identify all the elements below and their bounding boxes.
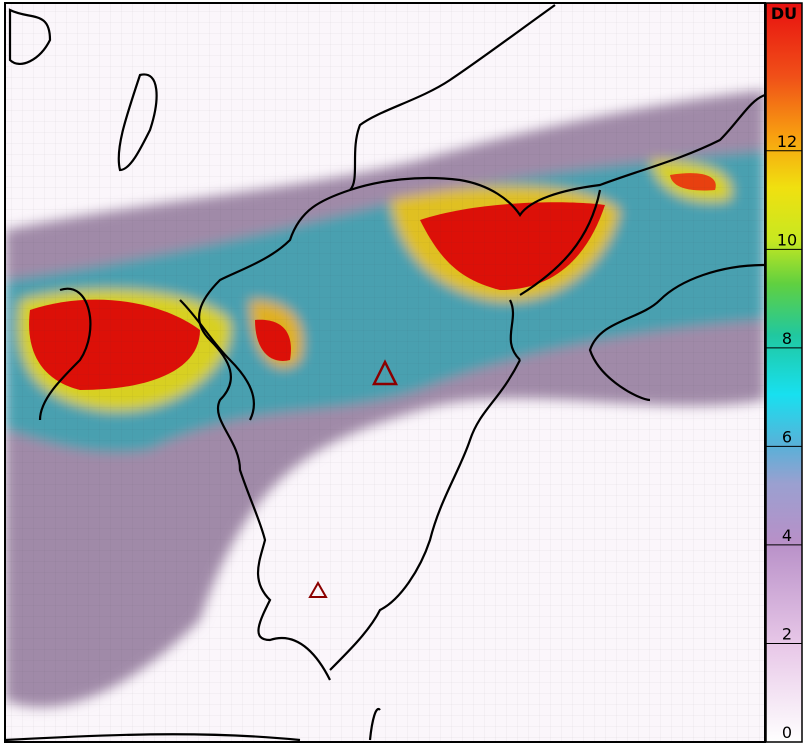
plume [5,3,765,742]
colorbar-tick-label: 6 [782,427,792,446]
colorbar-tick-label: 2 [782,624,792,643]
colorbar-tick-label: 8 [782,329,792,348]
colorbar-tick-label: 0 [782,723,792,742]
colorbar-unit: DU [771,4,797,23]
coastline [5,4,765,742]
colorbar-tick-label: 4 [782,526,792,545]
volcano-marker [308,580,328,598]
colorbar: DU 0 2 4 6 8 10 12 [765,2,803,743]
volcano-marker [371,359,399,386]
colorbar-tick-label: 10 [777,230,797,249]
colorbar-tick-label: 12 [777,132,797,151]
colorbar-gradient [765,2,803,743]
map-frame [4,2,766,743]
